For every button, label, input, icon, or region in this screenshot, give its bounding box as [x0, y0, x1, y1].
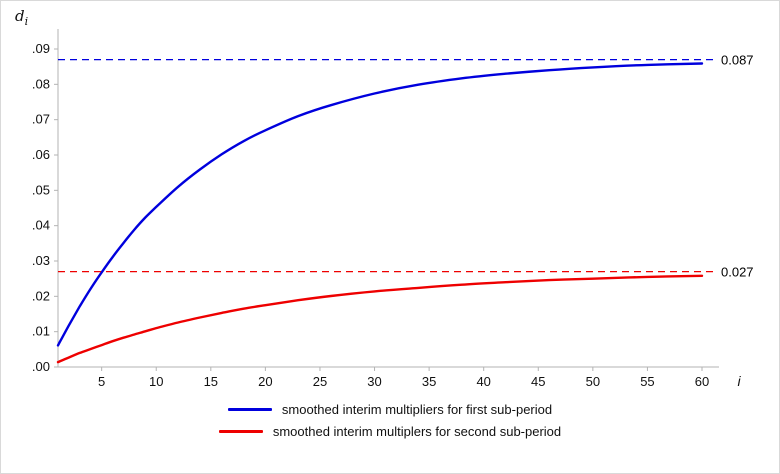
y-tick-label: .03 — [32, 253, 50, 268]
legend-swatch-first — [227, 408, 272, 411]
y-tick-label: .09 — [32, 41, 50, 56]
y-tick-label: .04 — [32, 218, 50, 233]
x-tick-label: 30 — [367, 374, 381, 389]
y-tick-label: .08 — [32, 76, 50, 91]
legend: smoothed interim multipliers for first s… — [1, 402, 779, 439]
x-tick-label: 5 — [98, 374, 105, 389]
y-tick-label: .05 — [32, 182, 50, 197]
x-tick-label: 40 — [476, 374, 490, 389]
x-tick-label: 10 — [149, 374, 163, 389]
asymptote-annotation-first-subperiod: 0.087 — [721, 53, 754, 68]
x-tick-label: 45 — [531, 374, 545, 389]
y-tick-label: .07 — [32, 112, 50, 127]
y-axis-label-main: d — [15, 7, 25, 25]
legend-label-first: smoothed interim multipliers for first s… — [281, 402, 553, 417]
x-tick-label: 25 — [313, 374, 327, 389]
legend-item-first-subperiod: smoothed interim multipliers for first s… — [227, 402, 553, 417]
legend-swatch-second — [218, 430, 263, 433]
y-tick-label: .02 — [32, 288, 50, 303]
x-tick-label: 55 — [640, 374, 654, 389]
legend-item-second-subperiod: smoothed interim multiplers for second s… — [218, 424, 562, 439]
y-tick-label: .01 — [32, 324, 50, 339]
series-line-first-subperiod — [56, 62, 704, 347]
x-tick-label: 60 — [695, 374, 709, 389]
y-axis-label: di — [15, 7, 28, 28]
y-axis-label-sub: i — [24, 15, 29, 28]
x-axis-symbol: i — [737, 373, 741, 389]
y-tick-label: .06 — [32, 147, 50, 162]
x-tick-label: 50 — [586, 374, 600, 389]
x-tick-label: 15 — [204, 374, 218, 389]
y-tick-label: .00 — [32, 359, 50, 374]
x-tick-label: 35 — [422, 374, 436, 389]
asymptote-annotation-second-subperiod: 0.027 — [721, 265, 754, 280]
plot-area: 5 10 15 20 25 30 35 40 45 50 55 60 i .00 .01 .02 .03 .04.… — [32, 29, 754, 389]
series-line-second-subperiod — [56, 274, 704, 364]
x-tick-label: 20 — [258, 374, 272, 389]
legend-label-second: smoothed interim multiplers for second s… — [272, 424, 562, 439]
